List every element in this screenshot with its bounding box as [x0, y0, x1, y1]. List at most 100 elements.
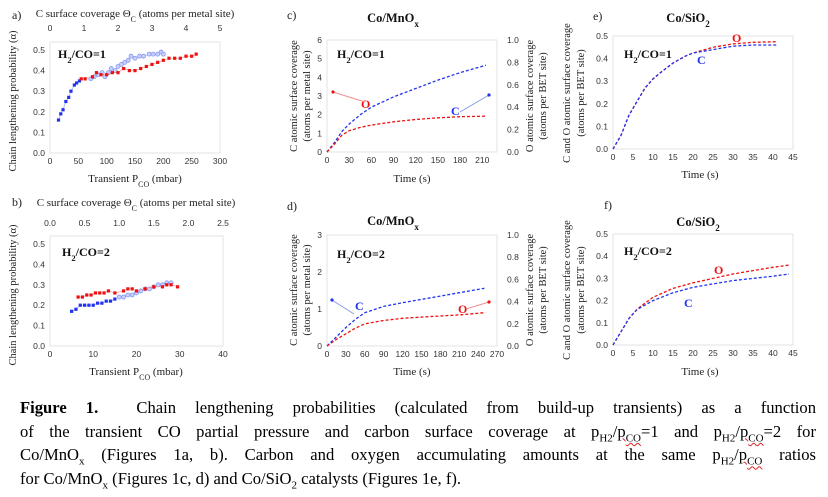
x-axis-title-part: CO — [139, 373, 150, 382]
series-label: O — [458, 302, 467, 316]
x-axis-title-part: (mbar) — [150, 366, 183, 378]
caption-text: / — [734, 445, 739, 464]
condition-label-part: H — [337, 247, 347, 261]
y-tick-label: 0.2 — [596, 99, 608, 109]
data-point — [134, 289, 139, 293]
condition-label-part: /CO=1 — [350, 47, 385, 61]
data-point — [72, 83, 76, 87]
y2-tick-label: 0.8 — [507, 252, 519, 262]
y-tick-label: 0.5 — [33, 45, 45, 55]
chart-title-part: 2 — [715, 223, 720, 233]
data-point — [175, 285, 180, 289]
x-tick-label: 60 — [367, 155, 377, 165]
plot-area — [326, 234, 498, 347]
x-tick-label: 270 — [490, 349, 504, 359]
y-tick-label: 0.5 — [33, 239, 45, 249]
y-tick-label: 0.3 — [596, 273, 608, 283]
series-label: C — [355, 299, 364, 313]
x-tick-label: 50 — [74, 156, 84, 166]
x-tick-label: 25 — [708, 152, 718, 162]
arrow-line — [459, 94, 490, 113]
x-tick-label: 240 — [471, 349, 485, 359]
x-tick-label: 60 — [360, 349, 370, 359]
caption-line: of the transient CO partial pressure and… — [20, 420, 816, 444]
data-point — [87, 303, 91, 307]
caption-text: for Co/MnO — [20, 468, 103, 488]
chart-title-part: x — [414, 19, 419, 29]
y-tick-label: 0 — [317, 341, 322, 351]
data-point — [121, 289, 126, 293]
caption-text: H2 — [599, 431, 613, 444]
caption-text: p — [738, 445, 748, 464]
caption-text: / — [612, 421, 618, 441]
plot-area — [49, 41, 221, 154]
x-tick-label: 40 — [768, 348, 778, 358]
condition-label-part: H — [624, 244, 634, 258]
top-x-axis-title-part: (atoms per metal site) — [137, 197, 236, 209]
series-line-O — [326, 115, 486, 153]
data-point — [143, 287, 147, 291]
plot-area — [612, 233, 794, 346]
data-point — [59, 112, 63, 116]
top-x-tick-label: 3 — [150, 23, 155, 33]
data-point — [139, 66, 143, 71]
y-tick-label: 2 — [317, 110, 322, 120]
top-x-axis-title: C surface coverage ΘC (atoms per metal s… — [36, 8, 235, 24]
data-point — [126, 287, 130, 291]
y-tick-label: 0.2 — [33, 107, 45, 117]
x-tick-label: 0 — [325, 155, 330, 165]
series-label: C — [684, 296, 693, 310]
data-point — [169, 283, 173, 287]
data-point — [76, 295, 80, 299]
data-point — [108, 299, 113, 303]
panel-label: d) — [287, 199, 297, 213]
chart-panel-b: b) 0 10 20 30 40 0.0 0.1 0.2 0.3 0.4 0.5 0.0 0.5 1.0 1.… — [8, 195, 236, 382]
caption-text: catalysts (Figures 1e, f). — [296, 468, 462, 488]
condition-label-part: /CO=1 — [637, 47, 672, 61]
condition-label-part: 2 — [346, 255, 350, 265]
panel-label: f) — [604, 198, 612, 212]
data-point — [61, 108, 65, 112]
y-axis-title: (atoms per metal site) — [302, 50, 313, 142]
data-point — [70, 309, 74, 313]
y-tick-label: 0.1 — [596, 121, 608, 131]
panel-label: c) — [287, 8, 296, 22]
chart-panel-a: a) 0 50 100 150 200 250 300 0.0 0.1 0.2 0.3 0.4 0.5 0 1… — [8, 8, 235, 189]
data-point — [119, 62, 124, 67]
y-tick-label: 0.4 — [33, 259, 45, 269]
y2-tick-label: 0.0 — [507, 341, 519, 351]
y-axis-title: (atoms per metal site) — [302, 244, 313, 336]
y-tick-label: 3 — [317, 91, 322, 101]
x-axis-title-part: Transient P — [88, 173, 138, 185]
top-x-axis-title-part: (atoms per metal site) — [136, 8, 235, 20]
x-tick-label: 45 — [788, 152, 798, 162]
data-point — [173, 56, 177, 60]
y-tick-label: 0.1 — [33, 127, 45, 137]
arrow-line — [332, 91, 366, 103]
y2-axis-title: O atomic surface coverage — [525, 234, 536, 347]
caption-text: x — [102, 478, 109, 491]
top-x-axis-title-part: C surface coverage Θ — [37, 197, 132, 209]
data-point — [113, 297, 117, 301]
data-point — [127, 69, 131, 73]
x-tick-label: 300 — [213, 156, 227, 166]
data-point — [94, 71, 99, 75]
series-line-C — [612, 44, 777, 150]
condition-label: H2/CO=2 — [337, 247, 385, 265]
y2-tick-label: 0.0 — [507, 147, 519, 157]
condition-label: H2/CO=2 — [62, 245, 110, 263]
data-point — [115, 64, 121, 69]
y-tick-label: 5 — [317, 54, 322, 64]
x-tick-label: 40 — [218, 349, 228, 359]
data-point — [64, 99, 68, 104]
y2-tick-label: 0.8 — [507, 57, 519, 67]
caption-text: CO — [625, 431, 641, 444]
caption-line: Co/MnOx (Figures 1a, b). Carbon and oxyg… — [20, 443, 816, 467]
condition-label: H2/CO=1 — [58, 47, 106, 65]
data-point — [144, 64, 148, 69]
x-axis-title-part: Time (s) — [681, 169, 719, 181]
data-point — [110, 71, 114, 75]
data-point — [85, 293, 89, 297]
x-tick-label: 90 — [379, 349, 389, 359]
